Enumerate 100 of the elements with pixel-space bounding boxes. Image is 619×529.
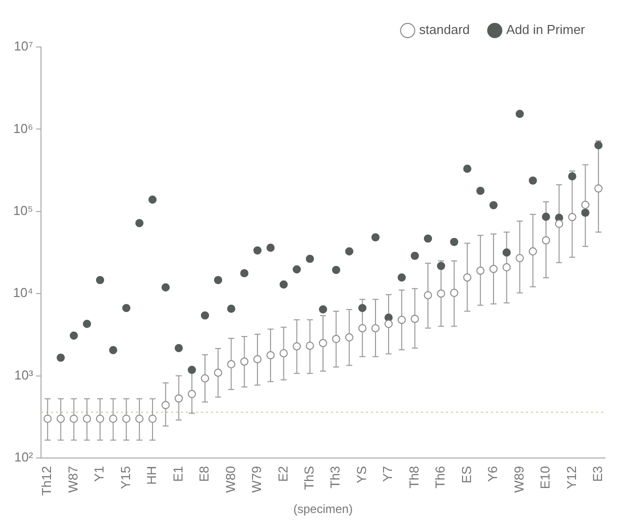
point bbox=[410, 314, 419, 323]
x-axis-title: (specimen) bbox=[293, 502, 353, 516]
x-tick-label: W80 bbox=[222, 466, 238, 493]
point bbox=[162, 400, 170, 410]
x-tick-label: ThS bbox=[301, 466, 316, 490]
point bbox=[253, 355, 262, 364]
point bbox=[240, 269, 248, 278]
y-tick-label: 10⁶ bbox=[13, 120, 34, 136]
point bbox=[188, 366, 196, 374]
point bbox=[398, 273, 406, 282]
point bbox=[306, 254, 314, 263]
point bbox=[332, 334, 340, 344]
x-tick-label: Th12 bbox=[39, 466, 54, 496]
point bbox=[358, 304, 366, 312]
point bbox=[227, 304, 236, 313]
point bbox=[280, 280, 288, 289]
point bbox=[318, 305, 328, 314]
point bbox=[214, 276, 222, 284]
point bbox=[528, 247, 537, 256]
point bbox=[568, 212, 576, 222]
x-tick-label: Th6 bbox=[432, 466, 448, 488]
point bbox=[436, 262, 446, 270]
legend-label: standard bbox=[419, 22, 470, 38]
x-tick-label: E2 bbox=[275, 466, 290, 482]
point bbox=[70, 414, 78, 423]
point bbox=[96, 276, 104, 284]
x-tick-label: Y15 bbox=[118, 466, 133, 490]
point bbox=[450, 288, 458, 297]
point bbox=[135, 219, 144, 228]
x-tick-label: Th3 bbox=[328, 466, 343, 488]
point bbox=[200, 374, 210, 382]
point bbox=[174, 344, 183, 352]
point bbox=[502, 263, 511, 272]
point bbox=[516, 254, 524, 262]
point bbox=[345, 247, 354, 256]
point bbox=[371, 233, 380, 242]
point bbox=[56, 414, 65, 423]
x-tick-label: W87 bbox=[65, 466, 80, 493]
point bbox=[371, 324, 380, 332]
x-tick-label: Y12 bbox=[564, 466, 579, 490]
x-tick-label: E3 bbox=[590, 466, 606, 482]
point bbox=[345, 333, 354, 342]
point bbox=[240, 357, 248, 366]
point bbox=[200, 311, 210, 320]
point bbox=[410, 252, 419, 260]
point bbox=[568, 172, 576, 180]
point bbox=[280, 349, 288, 358]
point bbox=[476, 266, 485, 275]
point bbox=[214, 368, 222, 377]
point bbox=[398, 316, 406, 324]
legend-label: Add in Primer bbox=[506, 22, 586, 38]
x-tick-label: E1 bbox=[170, 466, 186, 482]
point bbox=[581, 208, 590, 217]
x-tick-label: Y6 bbox=[485, 466, 500, 482]
point bbox=[122, 414, 130, 423]
point bbox=[70, 332, 78, 340]
point bbox=[292, 342, 301, 350]
point bbox=[489, 264, 498, 274]
x-tick-label: ES bbox=[458, 466, 474, 484]
point bbox=[318, 338, 328, 348]
x-tick-label: W79 bbox=[249, 466, 264, 493]
point bbox=[542, 212, 550, 221]
point bbox=[581, 200, 590, 209]
point bbox=[135, 414, 144, 423]
point bbox=[502, 248, 511, 257]
point bbox=[358, 324, 366, 332]
point bbox=[109, 346, 118, 354]
point bbox=[266, 351, 275, 360]
point bbox=[424, 234, 432, 243]
x-tick-label: HH bbox=[144, 466, 160, 485]
point bbox=[542, 236, 550, 244]
point bbox=[450, 238, 458, 246]
point bbox=[528, 176, 537, 185]
point bbox=[266, 244, 275, 252]
x-tick-label: E8 bbox=[196, 466, 212, 482]
point bbox=[292, 265, 301, 274]
y-tick-label: 10⁵ bbox=[13, 202, 34, 218]
point bbox=[82, 320, 92, 328]
point bbox=[162, 283, 170, 292]
point bbox=[489, 201, 498, 210]
point bbox=[594, 184, 603, 193]
point bbox=[82, 414, 92, 423]
y-tick-label: 10² bbox=[14, 450, 34, 465]
x-tick-label: E10 bbox=[538, 466, 553, 490]
x-tick-label: W89 bbox=[511, 466, 526, 493]
point bbox=[253, 246, 262, 255]
point bbox=[148, 196, 157, 204]
point bbox=[436, 289, 446, 298]
y-tick-label: 10⁷ bbox=[14, 38, 34, 54]
point bbox=[96, 414, 104, 423]
x-tick-label: Th8 bbox=[406, 466, 422, 488]
x-tick-label: Y7 bbox=[380, 466, 396, 482]
point bbox=[44, 414, 52, 423]
point bbox=[56, 354, 65, 362]
point bbox=[174, 394, 183, 403]
point bbox=[463, 164, 472, 173]
point bbox=[476, 186, 485, 195]
point bbox=[594, 141, 603, 150]
point bbox=[122, 304, 130, 312]
point bbox=[188, 390, 196, 398]
